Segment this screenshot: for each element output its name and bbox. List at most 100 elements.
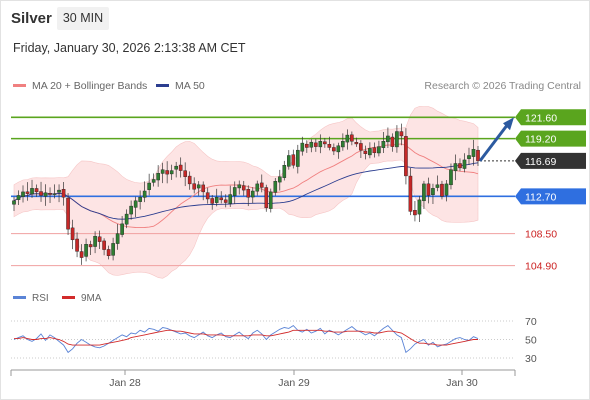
level-tag-112-70 <box>515 188 586 205</box>
rsi-swatch <box>13 295 26 299</box>
candle <box>21 191 25 197</box>
candle <box>84 244 88 257</box>
ma50-line <box>13 162 479 220</box>
candle <box>43 192 48 197</box>
candle <box>399 131 404 137</box>
level-tag-121-60 <box>515 109 586 126</box>
candle <box>219 197 224 201</box>
candle <box>201 184 206 193</box>
candle <box>264 187 269 209</box>
candle <box>323 141 327 145</box>
moving-averages <box>13 143 479 229</box>
bollinger-swatch <box>13 83 26 87</box>
legend-bollinger: MA 20 + Bollinger Bands <box>13 80 147 92</box>
candle <box>61 189 66 198</box>
candle <box>138 197 142 202</box>
candle <box>210 198 215 204</box>
candle <box>417 199 422 215</box>
candle <box>368 148 372 156</box>
legend-rsi: RSI <box>13 293 49 304</box>
candle <box>88 244 93 248</box>
candle <box>102 240 106 250</box>
legend-ma50-label: MA 50 <box>175 80 205 92</box>
candle <box>115 233 120 244</box>
candle <box>237 184 242 189</box>
candle <box>12 200 16 205</box>
candle <box>133 200 138 208</box>
candle <box>332 147 336 152</box>
candle <box>309 141 314 148</box>
candle <box>286 155 291 167</box>
candle <box>79 251 84 258</box>
candle <box>75 238 79 252</box>
candle <box>273 181 278 193</box>
candle <box>223 199 228 203</box>
candle <box>350 134 354 142</box>
candle <box>124 213 129 225</box>
candle <box>422 183 426 202</box>
time-tick-label: Jan 29 <box>278 377 310 389</box>
candle <box>48 193 52 195</box>
rsi-line <box>13 325 479 354</box>
candle <box>305 143 309 148</box>
candle <box>52 193 57 195</box>
time-axis: Jan 28 Jan 29 Jan 30 <box>10 369 516 389</box>
candle <box>359 143 363 151</box>
candle <box>413 210 417 216</box>
candle <box>97 236 102 242</box>
chart-datetime: Friday, January 30, 2026 2:13:38 AM CET <box>13 41 246 55</box>
candle <box>440 183 444 197</box>
candle <box>462 159 467 169</box>
candle <box>111 243 115 256</box>
candle <box>192 183 196 190</box>
candle <box>386 135 390 143</box>
candle <box>25 191 30 194</box>
candle <box>66 197 70 230</box>
candle <box>404 136 408 177</box>
candle <box>30 188 34 195</box>
candle <box>341 141 345 148</box>
level-label-112-70: 112.70 <box>525 191 556 203</box>
legend-rsi-label: RSI <box>32 293 49 304</box>
ma50-swatch <box>156 83 169 87</box>
candle <box>142 190 147 198</box>
candle <box>241 185 246 191</box>
candle <box>354 141 359 145</box>
candle <box>232 187 237 196</box>
candle <box>156 173 160 181</box>
candle <box>259 182 264 188</box>
level-labels: 121.60 119.20 116.69 112.70 108.50 104.90 <box>515 109 586 273</box>
candle <box>165 170 169 175</box>
level-label-104-90: 104.90 <box>525 261 557 273</box>
candle <box>183 170 187 177</box>
candle <box>70 227 75 241</box>
candle <box>408 175 413 212</box>
candle <box>93 236 97 247</box>
candle <box>178 164 183 171</box>
candle <box>467 155 471 159</box>
legend-ma50: MA 50 <box>156 80 205 92</box>
candle <box>147 182 151 190</box>
candle <box>300 142 305 152</box>
candle <box>246 189 251 198</box>
candle <box>39 191 43 196</box>
candle <box>372 147 377 154</box>
candle <box>282 165 287 178</box>
legend-rsi-ma-label: 9MA <box>81 293 102 304</box>
instrument-title: Silver <box>11 10 52 27</box>
candle <box>444 183 449 196</box>
level-tag-116-69 <box>515 152 586 169</box>
candle <box>106 249 111 257</box>
candle <box>296 149 300 167</box>
candle <box>426 183 431 196</box>
candle <box>458 163 462 169</box>
timeframe-badge[interactable]: 30 MIN <box>57 7 109 30</box>
rsi-tick-50: 50 <box>525 335 537 347</box>
candle <box>151 179 156 183</box>
bollinger-bands <box>13 106 479 279</box>
candle <box>377 146 381 154</box>
time-tick-label: Jan 28 <box>109 377 141 389</box>
candle <box>250 190 255 198</box>
candle <box>228 194 233 204</box>
